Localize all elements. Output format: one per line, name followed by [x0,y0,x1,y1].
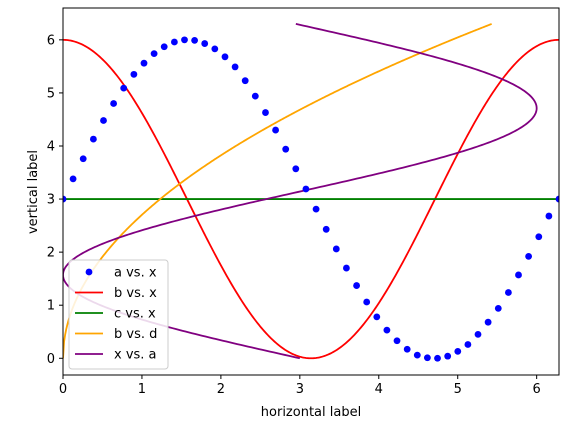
scatter-point [63,195,67,203]
scatter-point [403,345,411,353]
legend-label: b vs. x [114,286,157,301]
y-tick-label: 0 [47,352,55,367]
legend-label: x vs. a [114,348,157,363]
legend-label: c vs. x [114,307,156,322]
plot-frame [62,7,560,376]
scatter-point [302,185,310,193]
scatter-point [474,331,482,338]
scatter-point [363,298,371,306]
y-tick-label: 5 [47,86,55,101]
x-axis: 0 1 2 3 4 5 6 [59,375,541,397]
scatter-point [170,38,178,46]
x-tick-label: 3 [296,382,304,397]
y-tick-label: 2 [47,246,55,261]
scatter-point [79,155,87,163]
y-tick-label: 6 [47,33,55,48]
scatter-point [494,304,502,312]
scatter-point [191,36,199,44]
x-tick-label: 2 [217,382,225,397]
legend-label: b vs. d [114,327,157,342]
plot-area [62,7,560,376]
scatter-point [140,59,148,67]
scatter-point [332,245,340,253]
scatter-point [262,109,269,116]
scatter-point [69,175,77,183]
scatter-point [241,77,249,85]
scatter-point [130,70,138,78]
scatter-point [555,195,559,203]
scatter-point [160,43,168,51]
y-axis: 0 1 2 3 4 5 6 [47,33,63,367]
scatter-point [272,126,279,134]
scatter-point [292,165,300,173]
scatter-point [545,212,553,220]
scatter-point [393,337,401,345]
x-tick-label: 6 [533,382,541,397]
scatter-point [505,289,512,296]
scatter-point [434,354,441,362]
scatter-point [89,135,97,143]
y-axis-label: vertical label [26,150,41,234]
x-tick-label: 1 [138,382,146,397]
x-tick-label: 5 [454,382,462,397]
scatter-point [454,347,462,355]
scatter-point [282,145,290,153]
scatter-point [535,233,543,241]
scatter-point [373,313,381,321]
x-axis-label: horizontal label [261,405,361,420]
scatter-point [181,36,188,44]
scatter-point [110,100,117,107]
scatter-point [201,40,209,47]
legend: a vs. x b vs. x c vs. x b vs. d x vs. a [68,259,169,370]
y-tick-label: 3 [47,193,55,208]
scatter-point [413,351,421,359]
scatter-point [464,341,472,348]
legend-box [68,259,169,370]
scatter-point [444,352,452,360]
x-tick-label: 0 [59,382,67,397]
legend-label: a vs. x [114,266,157,281]
scatter-point [484,318,492,326]
x-tick-label: 4 [375,382,383,397]
scatter-point [211,45,219,53]
scatter-point [353,282,360,289]
scatter-point [515,271,522,279]
scatter-point [150,50,158,58]
scatter-point [221,53,229,61]
series-line-b-vs-x [63,38,559,360]
scatter-point [100,117,107,124]
scatter-point [312,205,320,213]
scatter-point [343,264,350,272]
scatter-point [424,354,431,362]
y-tick-label: 1 [47,299,55,314]
scatter-point [120,84,128,92]
legend-marker [85,268,93,276]
scatter-point [525,252,533,260]
scatter-point [251,92,259,100]
scatter-point [231,63,239,71]
series-group [63,23,559,362]
y-tick-label: 4 [47,139,55,154]
scatter-point [322,225,330,233]
scatter-point [383,326,391,334]
